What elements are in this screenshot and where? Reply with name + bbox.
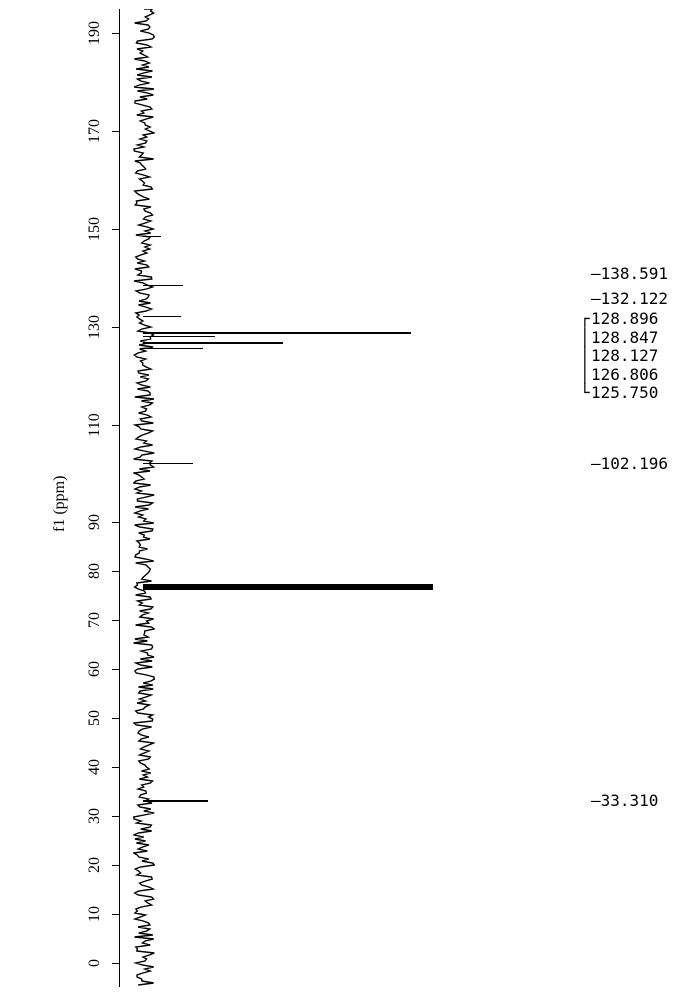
peak-value-label: 128.127	[591, 346, 658, 365]
axis-tick	[112, 620, 119, 621]
peak-value-label: —132.122	[591, 289, 668, 308]
axis-tick	[112, 571, 119, 572]
axis-tick	[112, 669, 119, 670]
peak-tree-connector: │	[580, 365, 590, 384]
peak-value-label: 126.806	[591, 365, 658, 384]
axis-tick-label: 50	[86, 698, 104, 738]
axis-tick	[112, 33, 119, 34]
axis-tick-label: 170	[86, 111, 104, 151]
axis-tick-label: 20	[86, 845, 104, 885]
peak-value-label: —102.196	[591, 454, 668, 473]
axis-tick-label: 10	[86, 894, 104, 934]
axis-tick-label: 0	[86, 943, 104, 983]
nmr-peak	[143, 316, 181, 317]
peak-tree-connector: └	[580, 383, 590, 402]
nmr-peak	[143, 336, 215, 337]
axis-tick	[112, 865, 119, 866]
axis-tick	[112, 229, 119, 230]
peak-value-label: —138.591	[591, 264, 668, 283]
axis-tick-label: 60	[86, 649, 104, 689]
axis-tick	[112, 522, 119, 523]
axis-tick-label: 80	[86, 551, 104, 591]
nmr-peak	[143, 342, 283, 344]
nmr-baseline-noise	[133, 9, 155, 987]
nmr-peak	[143, 285, 183, 286]
axis-tick	[112, 425, 119, 426]
axis-tick-label: 40	[86, 747, 104, 787]
nmr-peak	[143, 332, 218, 333]
peak-tree-connector: │	[580, 328, 590, 347]
axis-tick	[112, 767, 119, 768]
y-axis-label: f1 (ppm)	[51, 462, 69, 532]
axis-tick-label: 150	[86, 209, 104, 249]
nmr-peak	[143, 463, 193, 464]
axis-tick	[112, 963, 119, 964]
peak-value-label: 128.847	[591, 328, 658, 347]
axis-tick	[112, 131, 119, 132]
axis-tick-label: 190	[86, 13, 104, 53]
axis-tick	[112, 914, 119, 915]
peak-tree-connector: │	[580, 346, 590, 365]
axis-tick-label: 30	[86, 796, 104, 836]
nmr-peak	[143, 800, 208, 802]
peak-tree-connector: ┌	[580, 309, 590, 328]
axis-tick-label: 110	[86, 405, 104, 445]
axis-tick-label: 70	[86, 600, 104, 640]
peak-value-label: 128.896	[591, 309, 658, 328]
nmr-peak	[143, 588, 433, 590]
nmr-peak	[143, 348, 203, 349]
axis-tick	[112, 816, 119, 817]
axis-tick-label: 90	[86, 502, 104, 542]
y-axis-line	[119, 9, 120, 987]
peak-value-label: —33.310	[591, 791, 658, 810]
axis-tick	[112, 327, 119, 328]
peak-value-label: 125.750	[591, 383, 658, 402]
axis-tick-label: 130	[86, 307, 104, 347]
axis-tick	[112, 718, 119, 719]
nmr-peak	[143, 236, 161, 237]
